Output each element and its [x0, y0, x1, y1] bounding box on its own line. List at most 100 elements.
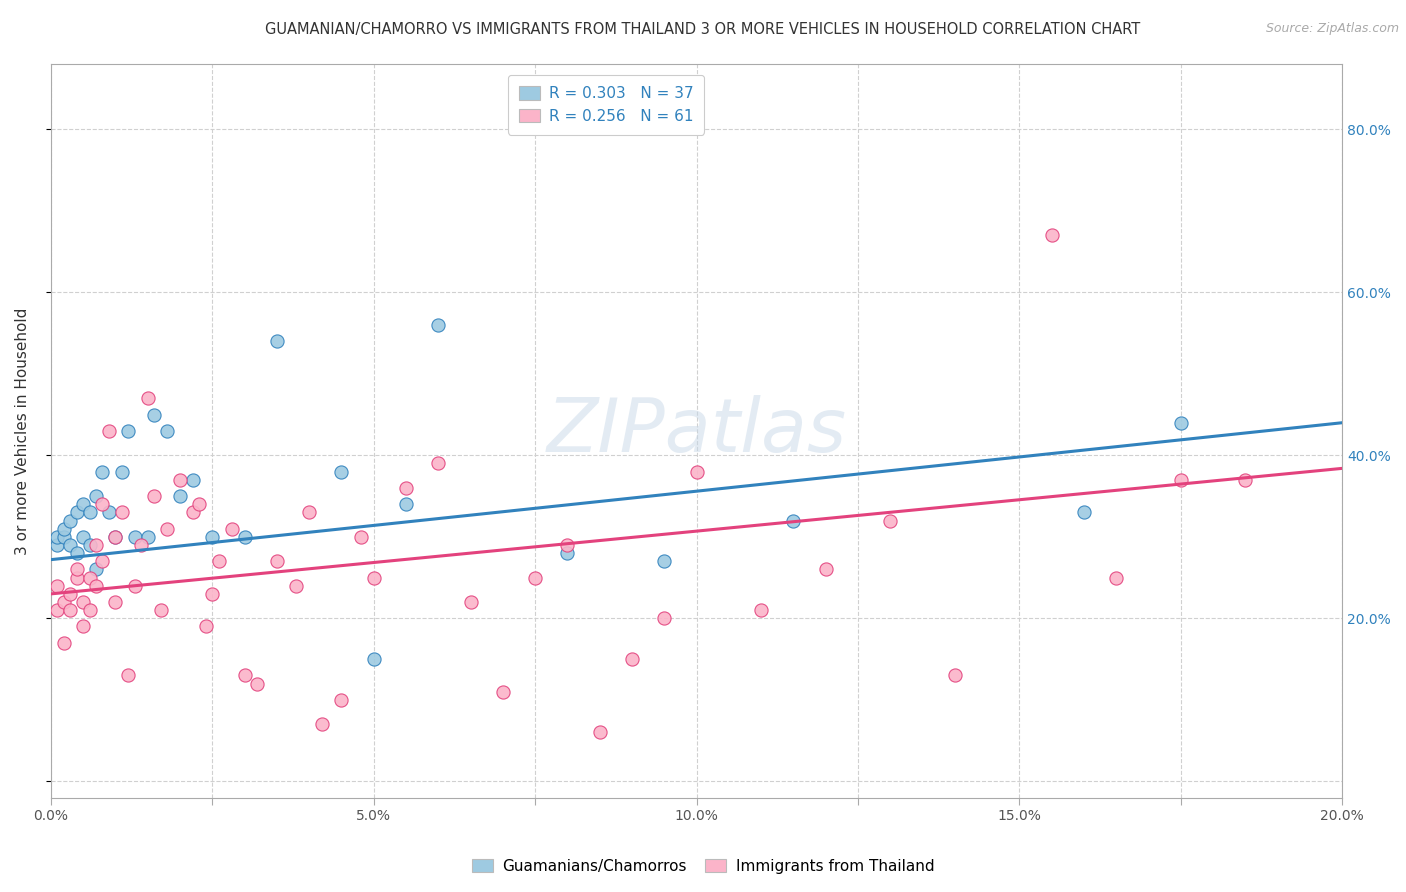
- Point: [156, 522, 179, 536]
- Point: [330, 693, 353, 707]
- Point: [589, 725, 612, 739]
- Point: [52, 595, 75, 609]
- Point: [460, 595, 482, 609]
- Point: [330, 465, 353, 479]
- Y-axis label: 3 or more Vehicles in Household: 3 or more Vehicles in Household: [15, 307, 30, 555]
- Point: [46, 530, 69, 544]
- Point: [124, 530, 146, 544]
- Point: [111, 465, 134, 479]
- Point: [72, 619, 94, 633]
- Point: [169, 473, 191, 487]
- Point: [221, 522, 243, 536]
- Point: [652, 611, 675, 625]
- Point: [104, 595, 127, 609]
- Legend: Guamanians/Chamorros, Immigrants from Thailand: Guamanians/Chamorros, Immigrants from Th…: [465, 853, 941, 880]
- Point: [266, 334, 288, 349]
- Point: [72, 530, 94, 544]
- Point: [169, 489, 191, 503]
- Point: [104, 530, 127, 544]
- Point: [104, 530, 127, 544]
- Point: [363, 571, 385, 585]
- Point: [66, 562, 89, 576]
- Point: [1170, 416, 1192, 430]
- Point: [1105, 571, 1128, 585]
- Point: [246, 676, 269, 690]
- Point: [814, 562, 837, 576]
- Point: [84, 579, 107, 593]
- Point: [1040, 228, 1063, 243]
- Point: [1170, 473, 1192, 487]
- Legend: R = 0.303   N = 37, R = 0.256   N = 61: R = 0.303 N = 37, R = 0.256 N = 61: [508, 75, 704, 135]
- Point: [52, 522, 75, 536]
- Point: [72, 595, 94, 609]
- Point: [59, 587, 82, 601]
- Point: [427, 457, 450, 471]
- Point: [79, 571, 101, 585]
- Point: [84, 562, 107, 576]
- Point: [129, 538, 152, 552]
- Point: [84, 489, 107, 503]
- Point: [156, 424, 179, 438]
- Point: [782, 514, 804, 528]
- Text: ZIPatlas: ZIPatlas: [547, 395, 846, 467]
- Point: [749, 603, 772, 617]
- Point: [285, 579, 308, 593]
- Point: [79, 603, 101, 617]
- Point: [117, 424, 139, 438]
- Point: [943, 668, 966, 682]
- Point: [557, 546, 579, 560]
- Point: [59, 538, 82, 552]
- Point: [52, 636, 75, 650]
- Point: [524, 571, 547, 585]
- Point: [395, 497, 418, 511]
- Point: [363, 652, 385, 666]
- Point: [1234, 473, 1257, 487]
- Text: Source: ZipAtlas.com: Source: ZipAtlas.com: [1265, 22, 1399, 36]
- Text: GUAMANIAN/CHAMORRO VS IMMIGRANTS FROM THAILAND 3 OR MORE VEHICLES IN HOUSEHOLD C: GUAMANIAN/CHAMORRO VS IMMIGRANTS FROM TH…: [266, 22, 1140, 37]
- Point: [117, 668, 139, 682]
- Point: [124, 579, 146, 593]
- Point: [188, 497, 211, 511]
- Point: [350, 530, 373, 544]
- Point: [395, 481, 418, 495]
- Point: [91, 497, 114, 511]
- Point: [685, 465, 707, 479]
- Point: [97, 505, 120, 519]
- Point: [46, 603, 69, 617]
- Point: [208, 554, 231, 568]
- Point: [59, 603, 82, 617]
- Point: [136, 391, 159, 405]
- Point: [91, 554, 114, 568]
- Point: [59, 514, 82, 528]
- Point: [111, 505, 134, 519]
- Point: [1073, 505, 1095, 519]
- Point: [46, 538, 69, 552]
- Point: [149, 603, 172, 617]
- Point: [652, 554, 675, 568]
- Point: [201, 587, 224, 601]
- Point: [233, 530, 256, 544]
- Point: [879, 514, 901, 528]
- Point: [233, 668, 256, 682]
- Point: [52, 530, 75, 544]
- Point: [143, 489, 166, 503]
- Point: [46, 579, 69, 593]
- Point: [79, 505, 101, 519]
- Point: [66, 505, 89, 519]
- Point: [66, 546, 89, 560]
- Point: [201, 530, 224, 544]
- Point: [557, 538, 579, 552]
- Point: [620, 652, 643, 666]
- Point: [298, 505, 321, 519]
- Point: [143, 408, 166, 422]
- Point: [72, 497, 94, 511]
- Point: [66, 571, 89, 585]
- Point: [136, 530, 159, 544]
- Point: [266, 554, 288, 568]
- Point: [311, 717, 333, 731]
- Point: [84, 538, 107, 552]
- Point: [181, 473, 204, 487]
- Point: [194, 619, 217, 633]
- Point: [97, 424, 120, 438]
- Point: [427, 318, 450, 332]
